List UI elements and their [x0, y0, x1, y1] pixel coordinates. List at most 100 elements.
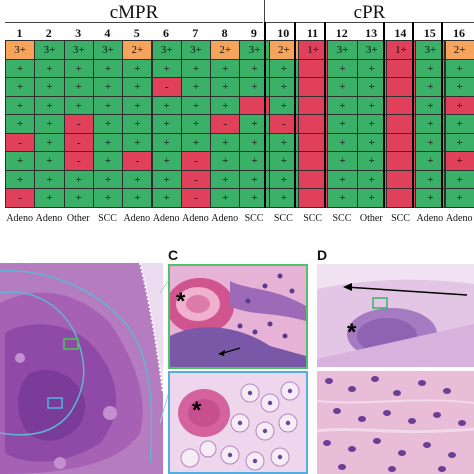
grid-cell: + — [151, 132, 182, 152]
grid-cell: + — [63, 169, 94, 189]
column-number: 14 — [394, 26, 407, 40]
grid-cell: 3+ — [327, 40, 358, 60]
grid-cell: + — [92, 169, 124, 189]
group-label-cmpr: cMPR — [109, 2, 159, 23]
histology-panel-b — [0, 263, 163, 474]
column-number: 2 — [45, 26, 52, 40]
grid-cell: + — [151, 114, 182, 134]
column-number: 11 — [306, 26, 319, 40]
grid-cell: + — [34, 132, 65, 152]
grid-cell: + — [210, 77, 241, 97]
column-number: 7 — [192, 26, 199, 40]
grid-cell: + — [34, 58, 65, 78]
grid-cell: + — [34, 77, 65, 97]
grid-cell: - — [122, 151, 153, 171]
bold-divider-cpr — [264, 22, 266, 208]
grid-cell: + — [63, 95, 94, 115]
grid-cell: + — [180, 132, 212, 152]
column-number: 8 — [221, 26, 228, 40]
grid-cell: + — [151, 58, 182, 78]
grid-cell: + — [151, 95, 182, 115]
grid-cell: + — [327, 95, 358, 115]
grid-cell: + — [444, 188, 474, 208]
grid-cell: + — [444, 151, 474, 171]
grid-cell: + — [34, 95, 65, 115]
grid-cell: 3+ — [34, 40, 65, 60]
column-number: 9 — [250, 26, 257, 40]
grid-cell: + — [210, 151, 241, 171]
grid-cell: + — [210, 58, 241, 78]
histology-panel-c-bottom: * — [168, 371, 308, 474]
column-subtype: Other — [66, 212, 90, 224]
grid-cell: 2+ — [122, 40, 153, 60]
grid-cell: + — [327, 188, 358, 208]
grid-cell: + — [327, 132, 358, 152]
asterisk-marker: * — [347, 319, 357, 346]
grid-cell: + — [34, 188, 65, 208]
column-number: 15 — [423, 26, 436, 40]
grid-cell: + — [327, 151, 358, 171]
grid-cell: + — [180, 77, 212, 97]
panel-label-d: D — [317, 247, 328, 263]
grid-cell: - — [180, 188, 212, 208]
grid-cell: + — [5, 58, 36, 78]
grid-cell: + — [444, 58, 474, 78]
grid-cell: - — [5, 132, 36, 152]
grid-cell: + — [92, 188, 124, 208]
column-number: 5 — [133, 26, 140, 40]
column-subtype: SCC — [391, 212, 410, 224]
column-number: 3 — [75, 26, 82, 40]
column-subtype: Adeno — [182, 212, 209, 224]
column-number: 4 — [104, 26, 111, 40]
grid-cell: + — [5, 114, 36, 134]
grid-cell: - — [180, 169, 212, 189]
grid-cell: 3+ — [151, 40, 182, 60]
grid-cell: - — [5, 188, 36, 208]
grid-cell: + — [327, 77, 358, 97]
grid-cell: + — [5, 151, 36, 171]
asterisk-marker: * — [176, 288, 186, 315]
group-underline-cmpr — [5, 22, 263, 23]
grid-cell: + — [92, 114, 124, 134]
bold-divider-col13 — [383, 22, 385, 208]
column-subtype: Adeno — [152, 212, 180, 224]
grid-cell: - — [63, 151, 94, 171]
grid-cell: + — [92, 58, 124, 78]
grid-cell: + — [180, 114, 212, 134]
grid-cell: - — [63, 114, 94, 134]
column-subtype: SCC — [303, 212, 323, 224]
grid-cell: + — [210, 169, 241, 189]
bold-divider-col15 — [441, 22, 443, 208]
grid-cell: + — [210, 188, 241, 208]
grid-cell: + — [327, 58, 358, 78]
grid-cell: + — [151, 151, 182, 171]
panel-label-c: C — [168, 247, 179, 263]
grid-cell: + — [180, 58, 212, 78]
grid-cell: + — [151, 169, 182, 189]
grid-cell: + — [63, 188, 94, 208]
grid-cell: + — [92, 95, 124, 115]
grid-cell: + — [122, 114, 153, 134]
histology-panel-c-top: * — [168, 264, 308, 369]
column-subtype: Adeno — [35, 212, 63, 224]
column-subtype: SCC — [273, 212, 293, 224]
column-number: 10 — [277, 26, 290, 40]
grid-cell: + — [63, 77, 94, 97]
grid-cell: + — [122, 95, 153, 115]
grid-cell: + — [122, 58, 153, 78]
column-subtype: SCC — [98, 212, 117, 224]
grid-cell: + — [34, 114, 65, 134]
column-number: 16 — [453, 26, 465, 40]
grid-cell: + — [34, 151, 65, 171]
grid-cell: + — [34, 169, 65, 189]
grid-cell: 3+ — [63, 40, 94, 60]
grid-cell: + — [5, 95, 36, 115]
grid-cell: + — [444, 132, 474, 152]
grid-cell: + — [151, 188, 182, 208]
grid-cell: + — [180, 95, 212, 115]
grid-cell: + — [63, 58, 94, 78]
grid-cell: + — [210, 132, 241, 152]
column-subtype: Other — [359, 212, 383, 224]
grid-cell: + — [92, 77, 124, 97]
histology-panel-d-bottom — [317, 371, 474, 474]
